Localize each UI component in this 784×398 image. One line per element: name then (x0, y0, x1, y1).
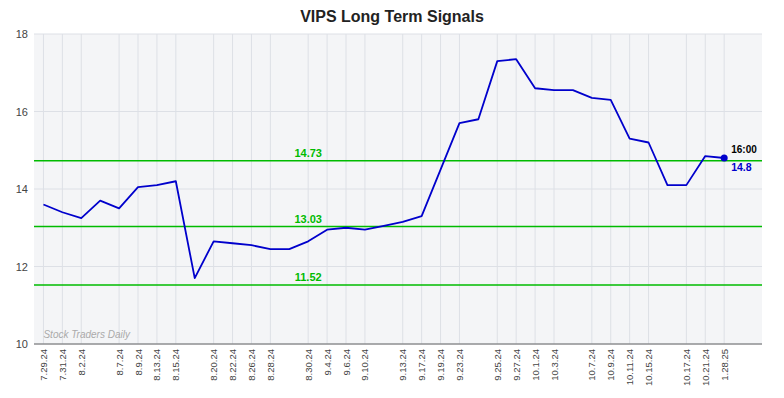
x-grid-line (364, 34, 365, 344)
x-tick-label: 1.28.25 (719, 349, 730, 381)
watermark: Stock Traders Daily (43, 329, 131, 340)
x-tick-label: 10.21.24 (700, 349, 711, 386)
x-tick-label: 8.20.24 (208, 349, 219, 381)
x-grid-line (232, 34, 233, 344)
x-tick-label: 10.17.24 (681, 349, 692, 386)
y-tick-label: 12 (16, 261, 28, 273)
reference-label: 14.73 (294, 147, 322, 159)
x-grid-line (497, 34, 498, 344)
x-tick-label: 9.13.24 (397, 349, 408, 381)
y-grid-line (34, 266, 762, 267)
y-tick-label: 14 (16, 183, 28, 195)
x-tick-label: 9.17.24 (416, 349, 427, 381)
grid (34, 34, 762, 344)
x-tick-label: 8.30.24 (303, 349, 314, 381)
x-grid-line (591, 34, 592, 344)
plot-area (34, 59, 762, 285)
price-line (43, 59, 724, 278)
x-tick-label: 10.11.24 (624, 349, 635, 385)
x-grid-line (629, 34, 630, 344)
x-grid-line (705, 34, 706, 344)
y-grid-line (34, 344, 762, 345)
x-grid-line (156, 34, 157, 344)
x-tick-label: 10.7.24 (586, 349, 597, 381)
title: VIPS Long Term Signals (300, 8, 484, 25)
x-grid-line (554, 34, 555, 344)
x-tick-label: 8.22.24 (227, 349, 238, 381)
reference-line (34, 284, 762, 286)
reference-line (34, 226, 762, 228)
x-grid-line (459, 34, 460, 344)
x-grid-line (138, 34, 139, 344)
x-tick-label: 9.27.24 (511, 349, 522, 381)
plot-background (34, 34, 762, 344)
x-tick-label: 8.9.24 (133, 349, 144, 375)
x-tick-label: 9.23.24 (454, 349, 465, 381)
x-grid-line (346, 34, 347, 344)
y-grid-line (34, 189, 762, 190)
x-grid-line (81, 34, 82, 344)
x-grid-line (724, 34, 725, 344)
y-tick-label: 10 (16, 338, 28, 350)
x-tick-label: 10.1.24 (530, 349, 541, 381)
x-axis-line (34, 344, 762, 345)
x-tick-label: 8.7.24 (114, 349, 125, 375)
x-grid-line (440, 34, 441, 344)
reference-line (34, 160, 762, 162)
x-tick-label: 8.13.24 (151, 349, 162, 381)
y-grid-line (34, 111, 762, 112)
y-tick-label: 16 (16, 106, 28, 118)
x-grid-line (402, 34, 403, 344)
x-grid-line (327, 34, 328, 344)
x-tick-label: 10.15.24 (643, 349, 654, 386)
x-tick-label: 10.3.24 (549, 349, 560, 381)
x-grid-line (516, 34, 517, 344)
x-tick-label: 7.31.24 (57, 349, 68, 381)
x-grid-line (686, 34, 687, 344)
x-grid-line (270, 34, 271, 344)
x-grid-line (43, 34, 44, 344)
x-tick-label: 9.6.24 (341, 349, 352, 375)
x-tick-label: 9.10.24 (359, 349, 370, 381)
x-tick-label: 9.25.24 (492, 349, 503, 381)
x-grid-line (610, 34, 611, 344)
reference-label: 11.52 (295, 271, 322, 283)
x-tick-label: 9.4.24 (322, 349, 333, 375)
x-grid-line (119, 34, 120, 344)
x-grid-line (421, 34, 422, 344)
x-grid-line (213, 34, 214, 344)
last-value-label: 14.8 (731, 161, 752, 173)
x-tick-label: 8.15.24 (170, 349, 181, 381)
last-point (721, 155, 728, 162)
y-tick-label: 18 (16, 28, 28, 40)
x-grid-line (251, 34, 252, 344)
x-tick-label: 10.9.24 (605, 349, 616, 381)
y-grid-line (34, 34, 762, 35)
x-tick-label: 8.26.24 (246, 349, 257, 381)
x-tick-label: 9.19.24 (435, 349, 446, 381)
x-grid-line (648, 34, 649, 344)
reference-label: 13.03 (294, 213, 322, 225)
x-tick-label: 8.2.24 (76, 349, 87, 375)
x-grid-line (308, 34, 309, 344)
chart: VIPS Long Term Signals 10 12 14 16 18 7.29.24 7… (0, 0, 784, 398)
x-grid-line (175, 34, 176, 344)
last-time-label: 16:00 (731, 144, 757, 155)
x-grid-line (62, 34, 63, 344)
x-grid-line (535, 34, 536, 344)
x-tick-label: 7.29.24 (38, 349, 49, 381)
x-tick-label: 8.28.24 (265, 349, 276, 381)
